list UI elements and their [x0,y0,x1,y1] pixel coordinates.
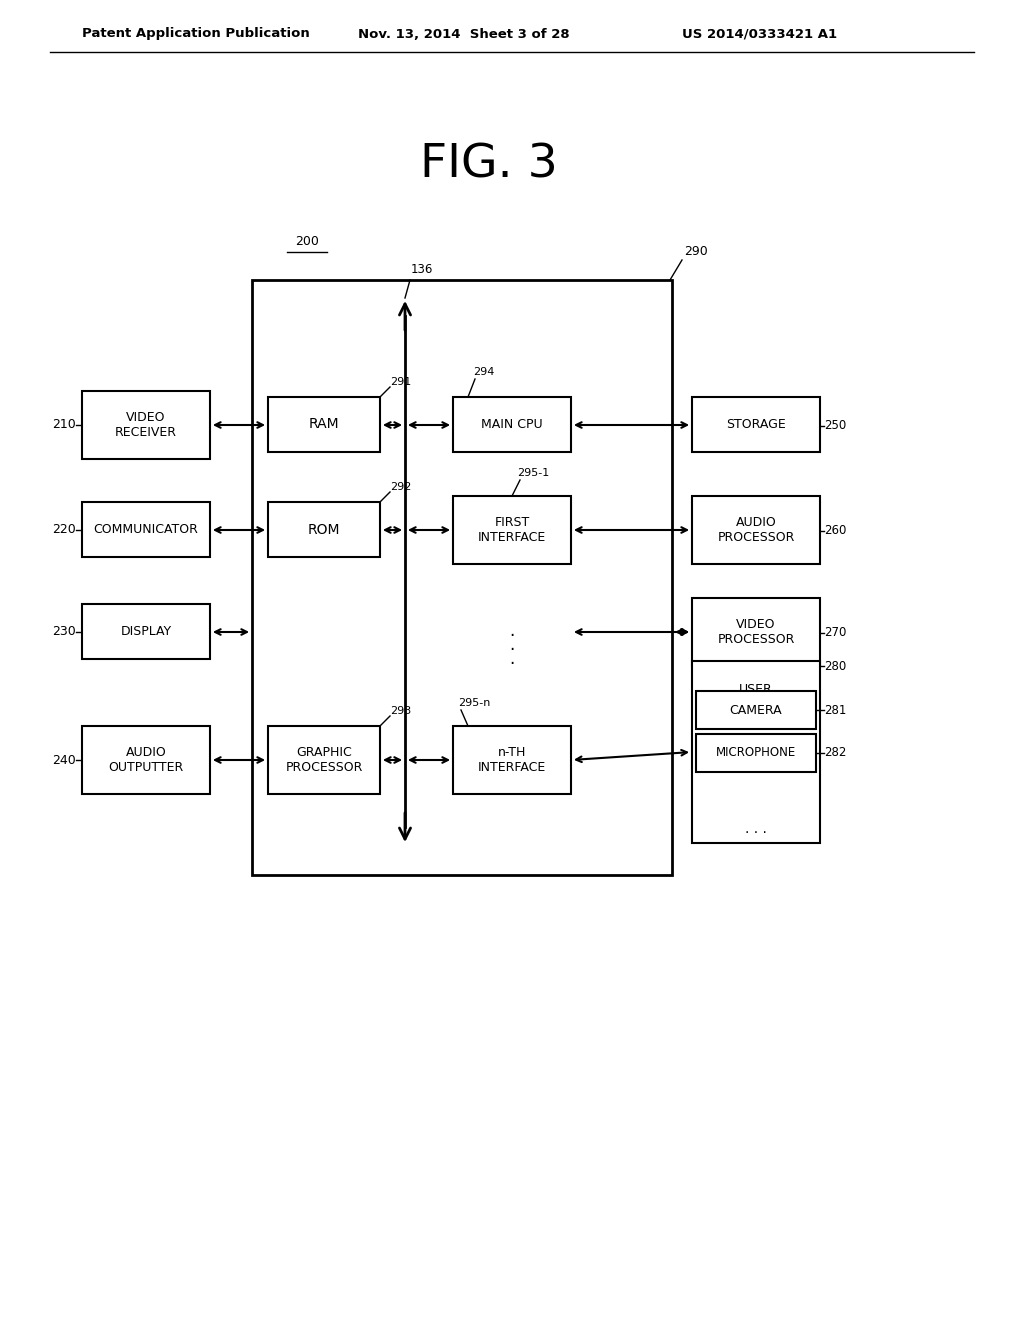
Bar [82,391,210,459]
Text: 290: 290 [684,246,708,257]
Bar [453,496,571,564]
Text: VIDEO
RECEIVER: VIDEO RECEIVER [115,411,177,440]
Text: 280: 280 [824,660,846,672]
Bar [692,397,820,451]
Text: 270: 270 [824,627,847,639]
Text: US 2014/0333421 A1: US 2014/0333421 A1 [682,28,838,41]
Text: Nov. 13, 2014  Sheet 3 of 28: Nov. 13, 2014 Sheet 3 of 28 [358,28,569,41]
Text: RAM: RAM [308,417,339,432]
Text: 292: 292 [390,482,412,492]
Text: 294: 294 [473,367,495,378]
Text: n-TH
INTERFACE: n-TH INTERFACE [478,746,546,774]
Text: VIDEO
PROCESSOR: VIDEO PROCESSOR [718,618,795,645]
Text: COMMUNICATOR: COMMUNICATOR [93,523,199,536]
Text: AUDIO
PROCESSOR: AUDIO PROCESSOR [718,516,795,544]
Text: 293: 293 [390,706,412,715]
Text: ROM: ROM [308,523,340,536]
Text: FIRST
INTERFACE: FIRST INTERFACE [478,516,546,544]
Text: GRAPHIC
PROCESSOR: GRAPHIC PROCESSOR [286,746,362,774]
Text: DISPLAY: DISPLAY [121,624,172,638]
Bar [692,661,820,843]
Bar [82,605,210,659]
Bar [696,690,816,729]
Text: 230: 230 [52,624,76,638]
Bar [692,598,820,667]
Text: 250: 250 [824,418,846,432]
Text: CAMERA: CAMERA [730,704,782,717]
Text: .
.
.: . . . [509,622,515,668]
Bar [252,280,672,875]
Text: 291: 291 [390,378,412,387]
Text: AUDIO
OUTPUTTER: AUDIO OUTPUTTER [109,746,183,774]
Bar [696,734,816,772]
Bar [82,502,210,557]
Bar [268,502,380,557]
Text: FIG. 3: FIG. 3 [420,143,558,187]
Text: 240: 240 [52,754,76,767]
Bar [82,726,210,795]
Text: 281: 281 [824,704,847,717]
Bar [268,397,380,451]
Text: . . .: . . . [745,822,767,836]
Text: 136: 136 [411,263,433,276]
Text: 282: 282 [824,747,847,759]
Text: 220: 220 [52,523,76,536]
Bar [692,496,820,564]
Text: 295-n: 295-n [458,698,490,708]
Text: Patent Application Publication: Patent Application Publication [82,28,309,41]
Text: MAIN CPU: MAIN CPU [481,418,543,432]
Text: MICROPHONE: MICROPHONE [716,747,796,759]
Text: 210: 210 [52,418,76,432]
Text: 260: 260 [824,524,847,537]
Text: STORAGE: STORAGE [726,418,785,432]
Text: USER
INTERFACE: USER INTERFACE [722,682,791,711]
Bar [453,397,571,451]
Text: 295-1: 295-1 [517,469,549,478]
Bar [268,726,380,795]
Bar [453,726,571,795]
Text: 200: 200 [295,235,318,248]
